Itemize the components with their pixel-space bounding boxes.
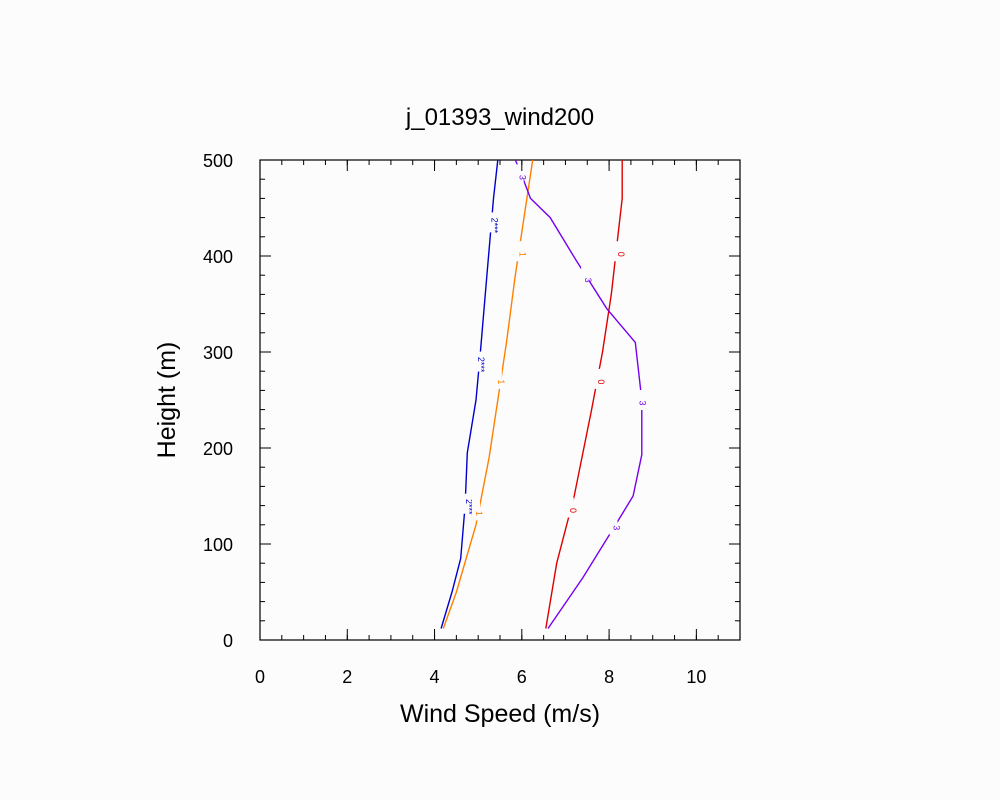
y-axis-title: Height (m) bbox=[153, 342, 181, 459]
y-tick-label: 300 bbox=[203, 343, 233, 363]
x-tick-label: 6 bbox=[517, 667, 527, 687]
series-label-bg bbox=[581, 267, 590, 288]
series-label-bg bbox=[515, 164, 524, 185]
y-tick-label: 500 bbox=[203, 151, 233, 171]
y-tick-label: 400 bbox=[203, 247, 233, 267]
series-label: 3 bbox=[638, 400, 648, 405]
series-label-bg bbox=[635, 390, 644, 410]
chart-title: j_01393_wind200 bbox=[405, 104, 594, 131]
series-label-bg bbox=[613, 241, 622, 262]
series-label-bg bbox=[472, 500, 480, 521]
series-label-bg bbox=[474, 351, 483, 372]
series-label: 2*** bbox=[489, 218, 499, 234]
series-label: 0 bbox=[596, 379, 606, 384]
x-axis-title: Wind Speed (m/s) bbox=[400, 700, 600, 728]
series-label-bg bbox=[609, 514, 618, 535]
series-label-bg bbox=[493, 368, 502, 389]
series-label: 2*** bbox=[476, 357, 486, 373]
y-tick-label: 200 bbox=[203, 439, 233, 459]
series-label: 3 bbox=[612, 525, 622, 530]
series-line-3 bbox=[514, 159, 643, 629]
series-label: 1 bbox=[518, 252, 528, 257]
series-label: 3 bbox=[583, 278, 593, 283]
series-label-bg bbox=[461, 493, 470, 514]
x-tick-label: 10 bbox=[686, 667, 706, 687]
series-label: 2*** bbox=[464, 499, 474, 515]
series-line-1 bbox=[442, 159, 534, 629]
x-tick-label: 8 bbox=[604, 667, 614, 687]
series-label-bg bbox=[594, 368, 603, 389]
series-label-bg bbox=[487, 212, 496, 233]
series-label: 1 bbox=[496, 379, 506, 384]
series-label: 1 bbox=[474, 511, 484, 516]
y-tick-label: 100 bbox=[203, 535, 233, 555]
y-tick-label: 0 bbox=[223, 631, 233, 651]
series-label: 3 bbox=[518, 175, 528, 180]
series-label: 0 bbox=[568, 508, 578, 513]
series-line-2 bbox=[440, 159, 499, 629]
series-label-bg bbox=[565, 497, 574, 518]
series-label: 0 bbox=[616, 252, 626, 257]
series-line-0 bbox=[545, 160, 623, 629]
series-label-bg bbox=[515, 241, 524, 262]
x-tick-label: 2 bbox=[342, 667, 352, 687]
x-tick-label: 4 bbox=[430, 667, 440, 687]
x-tick-label: 0 bbox=[255, 667, 265, 687]
